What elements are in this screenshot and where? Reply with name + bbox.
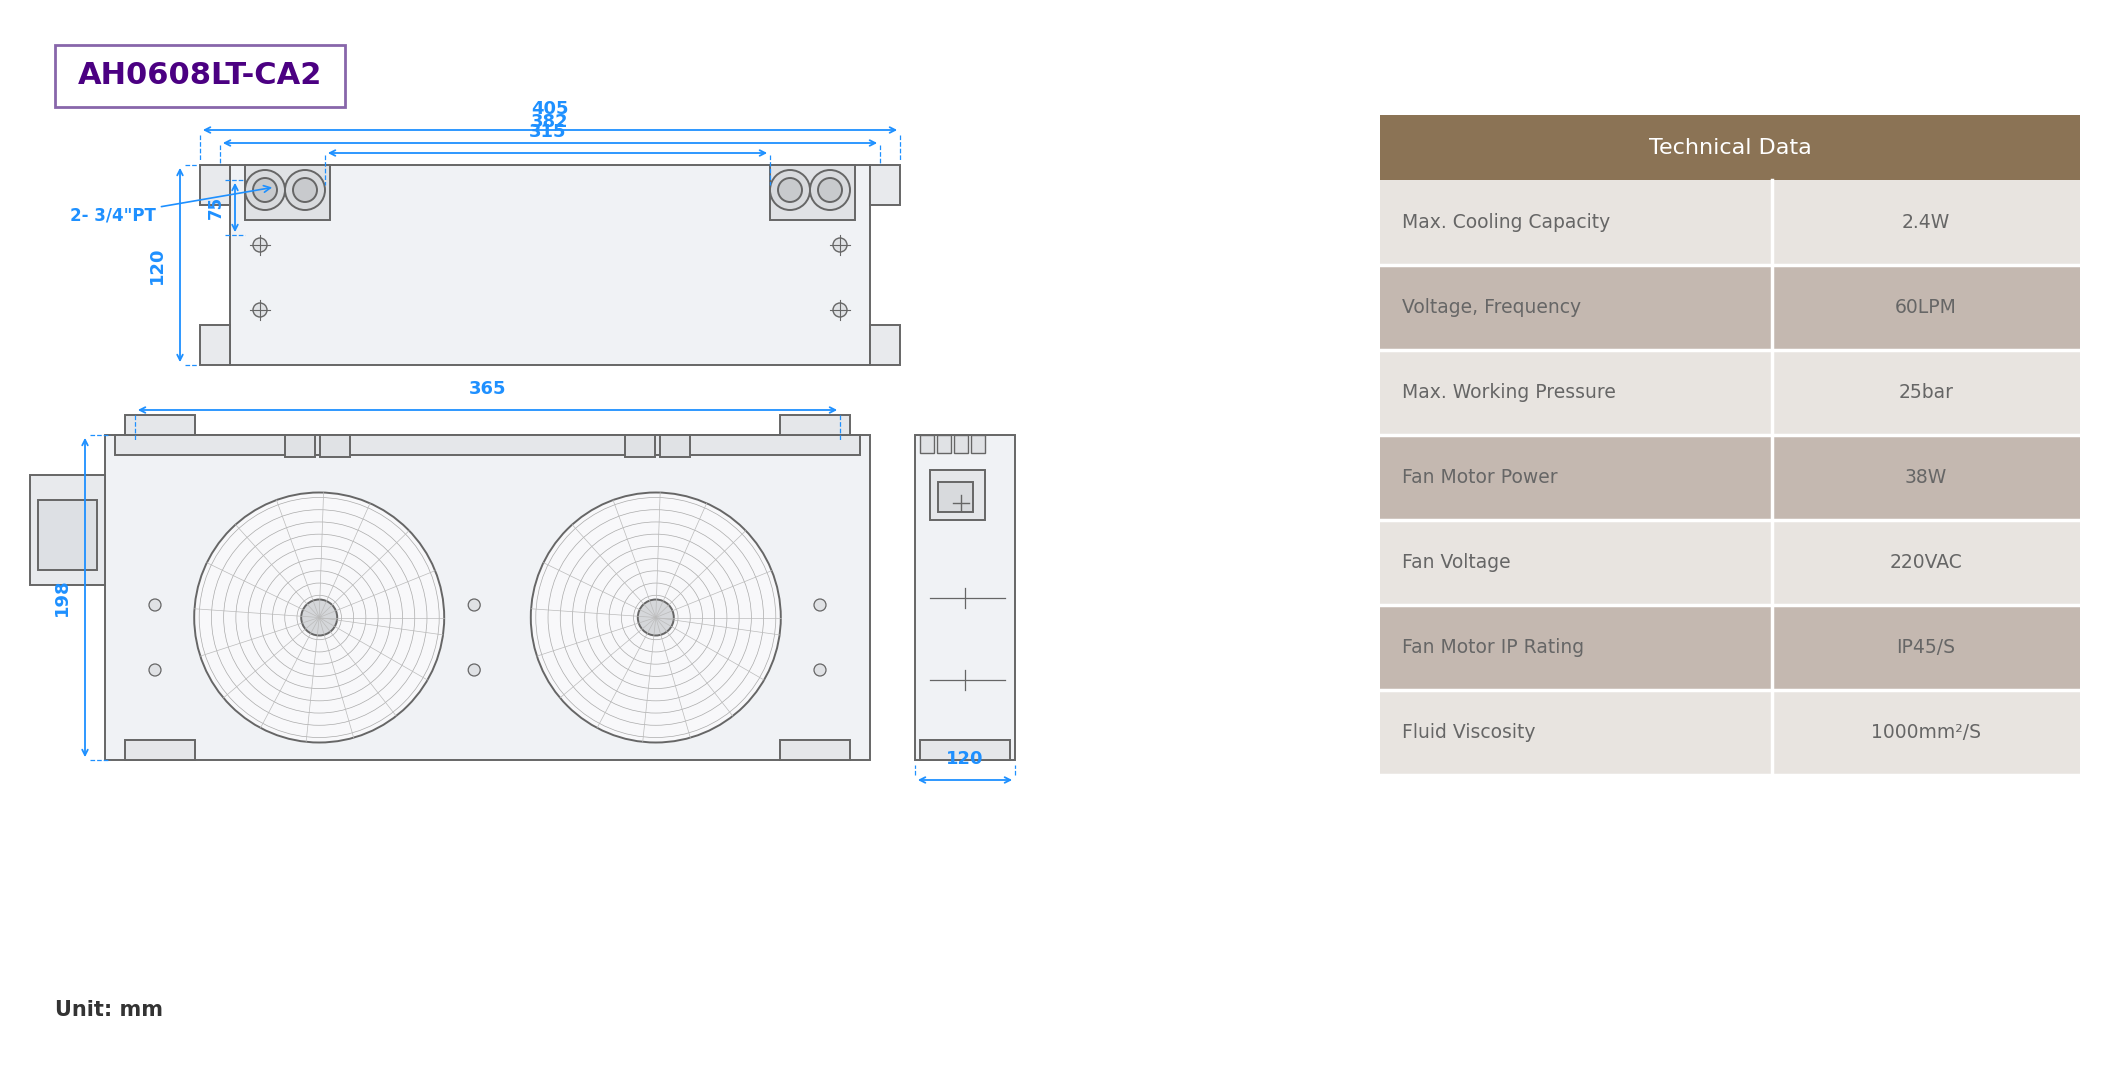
Bar [115, 435, 861, 455]
Text: Fan Motor IP Rating: Fan Motor IP Rating [1401, 638, 1584, 658]
Circle shape [149, 664, 162, 676]
Circle shape [638, 600, 674, 636]
Bar [938, 435, 950, 454]
Circle shape [833, 303, 846, 317]
Text: 365: 365 [468, 380, 506, 398]
Bar [770, 165, 855, 220]
Text: 75: 75 [206, 196, 225, 219]
Bar [125, 740, 196, 759]
Circle shape [819, 178, 842, 202]
Bar [1771, 690, 2079, 775]
Circle shape [244, 170, 285, 210]
Text: AH0608LT-CA2: AH0608LT-CA2 [79, 62, 323, 90]
Text: Voltage, Frequency: Voltage, Frequency [1401, 298, 1582, 317]
Bar [914, 435, 1014, 760]
Bar [1771, 435, 2079, 520]
Bar [55, 44, 344, 107]
Bar [321, 435, 351, 457]
Circle shape [253, 238, 268, 252]
Bar [780, 414, 850, 435]
Text: Technical Data: Technical Data [1648, 138, 1811, 157]
Bar [1380, 605, 1771, 690]
Bar [972, 435, 984, 454]
Circle shape [253, 303, 268, 317]
Bar [780, 740, 850, 759]
Circle shape [814, 664, 827, 676]
Bar [38, 500, 98, 570]
Text: IP45/S: IP45/S [1896, 638, 1956, 658]
Circle shape [778, 178, 802, 202]
Text: 198: 198 [53, 578, 70, 616]
Bar [1380, 265, 1771, 350]
Bar [200, 326, 230, 365]
Circle shape [814, 599, 827, 611]
Text: 120: 120 [149, 246, 166, 284]
Text: 405: 405 [532, 100, 570, 118]
Text: 315: 315 [529, 123, 566, 141]
Bar [659, 435, 691, 457]
Circle shape [468, 664, 480, 676]
Bar [1771, 350, 2079, 435]
Text: 38W: 38W [1905, 468, 1947, 487]
Bar [921, 435, 933, 454]
Circle shape [253, 178, 276, 202]
Bar [955, 435, 967, 454]
Bar [285, 435, 315, 457]
Text: 2- 3/4"PT: 2- 3/4"PT [70, 186, 270, 224]
Bar [104, 435, 870, 760]
Text: Fan Motor Power: Fan Motor Power [1401, 468, 1558, 487]
Bar [870, 165, 899, 205]
Text: Fan Voltage: Fan Voltage [1401, 553, 1512, 572]
Text: 60LPM: 60LPM [1894, 298, 1956, 317]
Text: 1000mm²/S: 1000mm²/S [1871, 723, 1981, 742]
Bar [1771, 180, 2079, 265]
Bar [1380, 520, 1771, 605]
Circle shape [293, 178, 317, 202]
Bar [921, 740, 1010, 759]
Text: 2.4W: 2.4W [1903, 213, 1950, 232]
Bar [1771, 265, 2079, 350]
Bar [125, 414, 196, 435]
Circle shape [532, 493, 780, 742]
Bar [1380, 350, 1771, 435]
Text: 220VAC: 220VAC [1890, 553, 1962, 572]
Text: Fluid Viscosity: Fluid Viscosity [1401, 723, 1535, 742]
Circle shape [833, 238, 846, 252]
Bar [929, 470, 984, 520]
Bar [870, 326, 899, 365]
Bar [625, 435, 655, 457]
Bar [938, 482, 974, 512]
Circle shape [468, 599, 480, 611]
Text: 25bar: 25bar [1899, 383, 1954, 403]
Bar [1380, 690, 1771, 775]
Circle shape [810, 170, 850, 210]
Bar [230, 165, 870, 365]
Bar [244, 165, 330, 220]
Bar [30, 475, 104, 585]
Circle shape [302, 600, 338, 636]
Circle shape [285, 170, 325, 210]
Text: Unit: mm: Unit: mm [55, 1000, 164, 1020]
Bar [1380, 180, 1771, 265]
Circle shape [149, 599, 162, 611]
Circle shape [193, 493, 444, 742]
Text: Max. Cooling Capacity: Max. Cooling Capacity [1401, 213, 1609, 232]
Bar [1771, 520, 2079, 605]
Circle shape [770, 170, 810, 210]
Bar [1380, 115, 2079, 180]
Bar [1380, 435, 1771, 520]
Bar [1771, 605, 2079, 690]
Text: 382: 382 [532, 113, 570, 131]
Bar [200, 165, 230, 205]
Text: 120: 120 [946, 750, 984, 768]
Text: Max. Working Pressure: Max. Working Pressure [1401, 383, 1616, 403]
